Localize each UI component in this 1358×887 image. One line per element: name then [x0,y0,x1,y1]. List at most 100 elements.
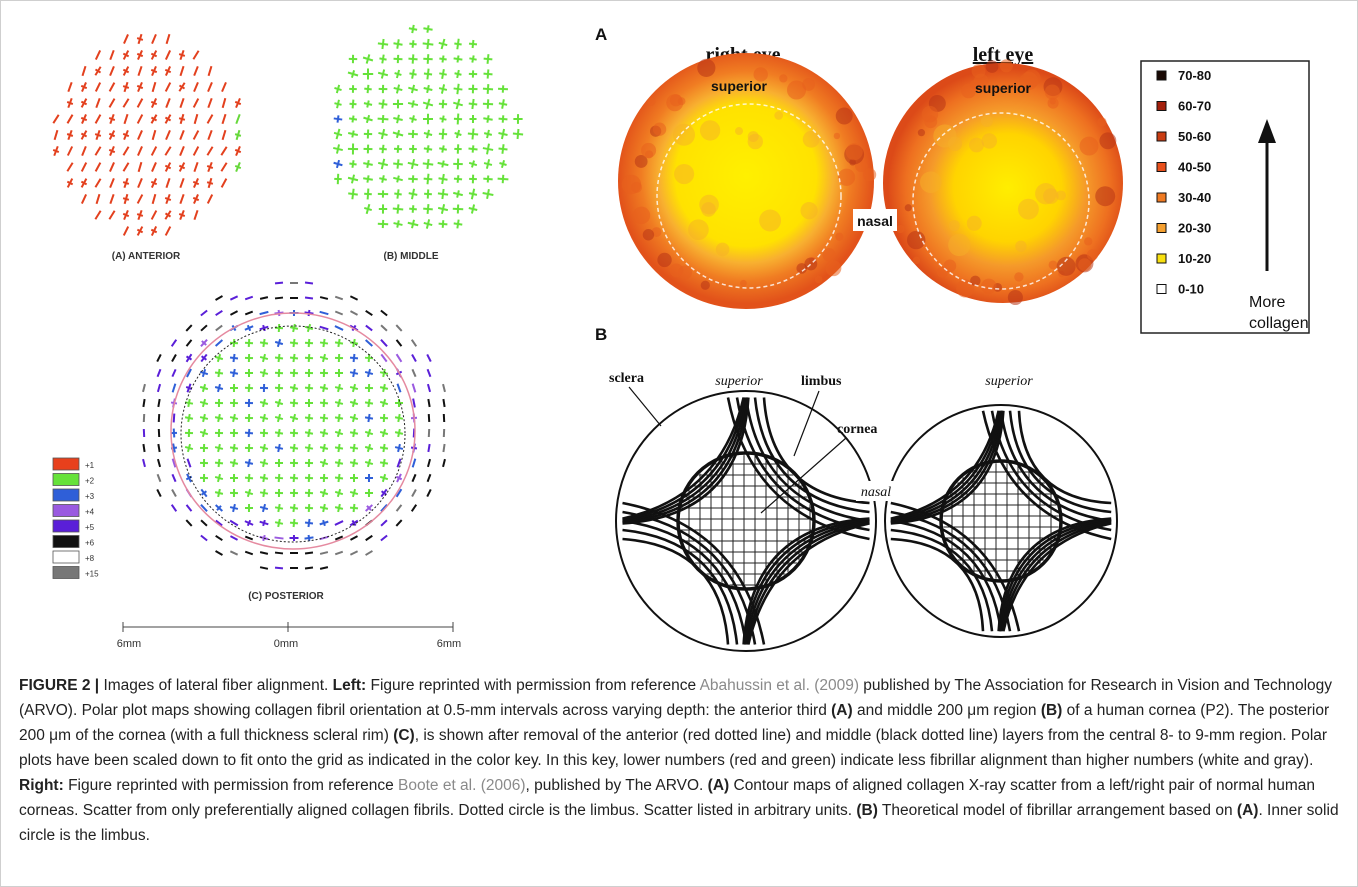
fibril-glyph [294,339,295,347]
fibril-glyph [81,86,86,88]
caption-text: Theoretical model of fibrillar arrangeme… [878,802,1237,819]
fibril-glyph [427,69,428,80]
caption-text: Figure reprinted with permission from re… [366,677,699,694]
fibril-glyph [323,520,325,526]
fibril-glyph [337,100,339,108]
fibril-glyph [368,444,370,452]
fibril-glyph [382,55,383,64]
fibril-glyph [179,166,184,169]
fibril-glyph [397,189,398,198]
fibril-glyph [398,414,399,422]
fibril-glyph [194,99,199,108]
fibril-glyph [427,219,429,228]
fibril-glyph [81,102,86,105]
fibril-glyph [338,414,339,422]
fibril-glyph [82,146,86,155]
fibril-glyph [172,505,177,512]
fibril-glyph [397,85,399,94]
fibril-glyph [153,194,156,204]
fibril-glyph [172,355,176,362]
heat-blotch [800,202,817,219]
scale-label: 0mm [274,638,298,650]
caption-text[interactable]: Abahussin et al. (2009) [700,677,859,694]
fibril-glyph [230,551,237,554]
fibril-glyph [278,519,280,527]
legend-label: 20-30 [1178,221,1211,236]
fibril-curve [623,530,738,645]
diagram-label: limbus [801,374,842,389]
fibril-glyph [442,84,444,93]
fibril-glyph [353,414,355,422]
fibril-glyph [68,82,71,91]
heat-blotch [653,123,666,136]
heat-blotch [673,124,695,146]
fibril-glyph [294,369,295,377]
heat-blotch [1097,117,1106,126]
fibril-glyph [412,85,414,93]
fibril-glyph [123,54,128,57]
fibril-curve [992,411,1111,530]
fibril-glyph [367,204,370,214]
fibril-glyph [179,214,185,216]
fibril-glyph [413,384,416,393]
fibril-glyph [188,399,189,407]
fibril-glyph [81,134,86,137]
fibril-glyph [124,114,127,124]
fibril-glyph [309,310,310,316]
fibril-glyph [366,311,373,315]
fibril-glyph [248,489,250,497]
fibril-glyph [443,129,444,140]
fibril-glyph [381,535,387,540]
fibril-glyph [137,214,143,216]
fibril-glyph [488,54,489,64]
fibril-glyph [413,205,414,213]
fibril-glyph [222,179,227,188]
legend-swatch [1157,163,1166,172]
heat-blotch [688,219,709,240]
heat-blotch [835,233,843,241]
fibril-glyph [260,567,268,569]
fibril-glyph [95,134,101,136]
heat-blotch [1049,260,1058,269]
fibril-glyph [180,146,184,155]
fibril-glyph [139,162,142,172]
fibril-glyph [137,54,142,56]
fibril-glyph [398,159,399,168]
fibril-glyph [230,311,237,315]
fibril-glyph [383,474,385,482]
fibril-glyph [278,414,280,422]
fibril-glyph [350,311,357,315]
fibril-glyph [473,40,474,48]
fibril-glyph [412,159,414,169]
fibril-glyph [323,354,325,362]
fibril-glyph [350,296,357,299]
fibril-glyph [201,325,207,330]
fibril-glyph [353,384,355,392]
fibril-glyph [427,159,428,169]
fibril-glyph [381,340,387,347]
fibril-glyph [186,477,191,480]
fibril-glyph [216,551,223,555]
fibril-glyph [338,429,340,437]
fibril-glyph [381,310,387,315]
fibril-glyph [338,399,340,407]
heat-blotch [981,115,993,127]
fibril-glyph [67,102,73,104]
fibril-glyph [368,369,370,377]
fibril-glyph [442,204,444,214]
legend-swatch [1157,254,1166,263]
key-swatch [53,551,79,563]
heat-blotch [822,248,835,261]
fibril-glyph [382,99,383,108]
fibril-glyph [488,176,489,183]
fibril-glyph [412,490,416,497]
fibril-glyph [216,296,223,300]
fibril-glyph [194,131,199,140]
fibril-glyph [165,147,170,155]
fibril-glyph [233,504,235,512]
fibril-glyph [157,354,161,361]
heat-blotch [645,150,653,158]
fibril-glyph [109,99,114,108]
fibril-glyph [207,166,213,168]
caption-text[interactable]: Boote et al. (2006) [398,777,526,794]
